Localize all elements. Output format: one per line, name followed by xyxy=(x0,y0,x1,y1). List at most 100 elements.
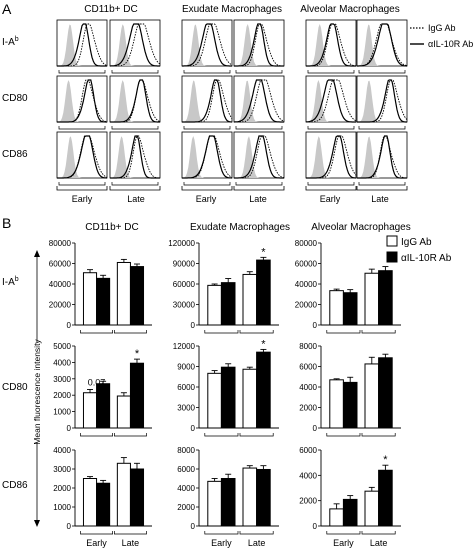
y-tick-label: 6000 xyxy=(299,446,317,455)
group-bracket xyxy=(109,186,161,191)
panel-b-ylabel-arrowhead-top xyxy=(34,250,40,257)
panel-b-row-label-iab-text: I-A xyxy=(2,277,15,288)
panel-a-letter: A xyxy=(2,1,12,17)
significance-annotation: * xyxy=(261,338,266,350)
category-bracket xyxy=(239,433,274,437)
y-tick-label: 0 xyxy=(313,522,318,531)
y-tick-label: 4000 xyxy=(53,446,71,455)
isotype-histogram xyxy=(57,80,107,122)
x-tick-label: Early xyxy=(211,538,232,548)
y-tick-label: 5000 xyxy=(53,342,71,351)
isotype-histogram xyxy=(110,136,160,178)
panel-a-x-early-dc: Early xyxy=(72,194,93,204)
histogram-bracket xyxy=(235,126,283,130)
histogram-bracket xyxy=(58,182,106,186)
y-tick-label: 40000 xyxy=(295,280,318,289)
panel-b-row-label-iab-sup: b xyxy=(15,276,19,283)
group-bracket xyxy=(56,186,108,191)
panel-b-letter: B xyxy=(2,215,11,231)
category-bracket xyxy=(114,433,147,437)
panel-a-row-label-iab: I-Ab xyxy=(2,36,19,48)
il10r-histogram xyxy=(109,23,160,67)
igg-bar xyxy=(82,478,98,527)
y-tick-label: 4000 xyxy=(299,383,317,392)
y-tick-label: 3000 xyxy=(177,404,195,413)
y-tick-label: 20000 xyxy=(49,301,72,310)
panel-b-legend: IgG Ab αIL-10R Ab xyxy=(386,235,452,264)
bar-chart-grid: 0200004000060000800000300006000090000120… xyxy=(49,239,401,548)
il10r-histogram xyxy=(357,135,407,179)
x-tick-label: Early xyxy=(86,538,107,548)
isotype-histogram xyxy=(182,80,232,122)
il10r-bar xyxy=(129,362,145,429)
histogram-bracket xyxy=(235,182,283,186)
il10r-histogram xyxy=(182,23,232,67)
isotype-histogram xyxy=(110,80,160,122)
histogram-bracket xyxy=(111,70,159,74)
y-tick-label: 0 xyxy=(191,321,196,330)
igg-bar xyxy=(364,272,380,326)
significance-annotation: * xyxy=(261,246,266,258)
y-tick-label: 120000 xyxy=(168,239,195,248)
il10r-histogram xyxy=(306,23,356,67)
histogram-frame xyxy=(233,131,285,179)
bar-chart: 0 2000 4000 6000 8000 xyxy=(299,342,401,437)
y-tick-label: 12000 xyxy=(173,342,196,351)
igg-histogram xyxy=(234,135,285,179)
panel-a-x-early-ex: Early xyxy=(196,194,217,204)
il10r-bar xyxy=(256,259,271,326)
y-tick-label: 40000 xyxy=(49,280,72,289)
igg-bar xyxy=(207,480,222,527)
panel-a-x-late-ex: Late xyxy=(249,194,267,204)
y-tick-label: 6000 xyxy=(177,383,195,392)
igg-bar xyxy=(82,272,98,326)
igg-histogram xyxy=(306,23,357,67)
y-tick-label: 0 xyxy=(313,321,318,330)
y-tick-label: 60000 xyxy=(173,280,196,289)
panel-a-row-label-cd80: CD80 xyxy=(2,93,28,104)
y-tick-label: 90000 xyxy=(173,260,196,269)
panel-b-row-label-cd80: CD80 xyxy=(2,382,28,393)
y-tick-label: 30000 xyxy=(173,301,196,310)
y-tick-label: 0 xyxy=(313,424,318,433)
panel-a-x-early-al: Early xyxy=(320,194,341,204)
isotype-histogram xyxy=(306,136,356,178)
il10r-bar xyxy=(129,468,145,527)
il10r-bar xyxy=(342,292,358,326)
histogram-bracket xyxy=(307,182,355,186)
y-tick-label: 60000 xyxy=(295,260,318,269)
isotype-histogram xyxy=(57,136,107,178)
y-tick-label: 0 xyxy=(67,522,72,531)
panel-b-ylabel-backdrop xyxy=(31,342,43,442)
significance-annotation: 0.07 xyxy=(88,377,106,387)
histogram-bracket xyxy=(183,126,231,130)
isotype-histogram xyxy=(234,24,284,66)
category-bracket xyxy=(114,531,147,535)
il10r-bar xyxy=(378,270,393,326)
panel-a-legend: IgG Ab αIL-10R Ab xyxy=(410,23,473,49)
il10r-histogram xyxy=(110,135,160,179)
panel-a-row-label-iab-text: I-A xyxy=(2,37,15,48)
y-tick-label: 6000 xyxy=(299,363,317,372)
igg-bar xyxy=(329,379,344,429)
igg-bar xyxy=(207,372,222,429)
category-bracket xyxy=(204,531,239,535)
il10r-bar xyxy=(342,498,358,527)
histogram-bracket xyxy=(358,126,406,130)
igg-histogram xyxy=(110,23,161,67)
histogram-frame xyxy=(56,131,108,179)
y-tick-label: 0 xyxy=(67,424,72,433)
isotype-histogram xyxy=(306,80,356,122)
panel-a-row-label-cd86: CD86 xyxy=(2,149,28,160)
il10r-bar xyxy=(378,357,393,429)
bar-chart: 0 30000 60000 90000 120000 * xyxy=(168,239,279,334)
y-tick-label: 1000 xyxy=(53,503,71,512)
il10r-bar xyxy=(129,266,145,326)
bar-chart: 0 20000 40000 60000 80000 xyxy=(295,239,401,334)
category-bracket xyxy=(80,330,113,334)
il10r-bar xyxy=(96,482,111,527)
y-tick-label: 60000 xyxy=(49,260,72,269)
category-bracket xyxy=(80,531,113,535)
il10r-histogram xyxy=(305,79,356,123)
il10r-bar xyxy=(342,381,358,429)
